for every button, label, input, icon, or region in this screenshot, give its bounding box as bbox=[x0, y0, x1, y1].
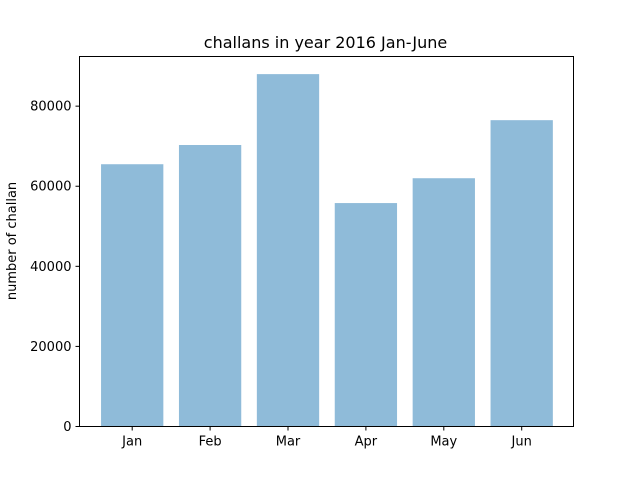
bar-may bbox=[412, 178, 475, 427]
y-tick-label: 60000 bbox=[30, 180, 71, 195]
y-tick-label: 40000 bbox=[30, 260, 71, 275]
y-tick-label: 80000 bbox=[30, 100, 71, 115]
ticks-layer: Jan Feb Mar Apr May Jun 0 20000 40000 60000 80000 bbox=[30, 100, 532, 450]
bar-mar bbox=[256, 74, 320, 427]
x-tick-label: Jun bbox=[511, 435, 532, 450]
bar-apr bbox=[334, 203, 398, 427]
bars-layer bbox=[101, 74, 553, 427]
chart-title: challans in year 2016 Jan-June bbox=[204, 33, 447, 52]
bar-jun bbox=[490, 120, 553, 427]
y-axis-title: number of challan bbox=[5, 182, 20, 300]
x-tick-label: May bbox=[430, 435, 457, 450]
bar-feb bbox=[178, 145, 242, 427]
x-tick-label: Apr bbox=[355, 435, 378, 450]
y-tick-label: 0 bbox=[63, 420, 71, 435]
x-tick-label: Feb bbox=[199, 435, 222, 450]
y-tick-label: 20000 bbox=[30, 340, 71, 355]
bar-jan bbox=[101, 164, 164, 427]
x-tick-label: Mar bbox=[276, 435, 301, 450]
plot-frame bbox=[79, 56, 574, 427]
x-tick-label: Jan bbox=[121, 435, 142, 450]
